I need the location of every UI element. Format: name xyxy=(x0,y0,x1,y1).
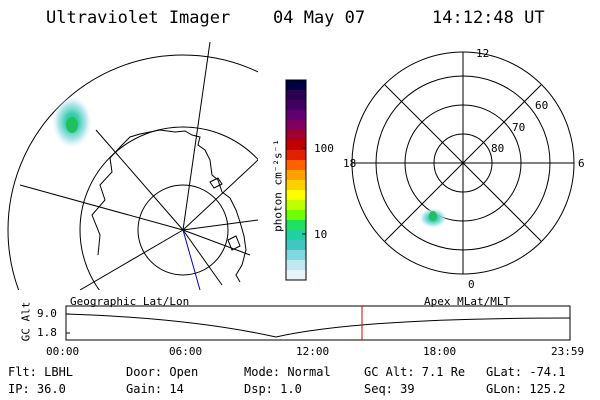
info-seq: Seq: 39 xyxy=(364,382,415,396)
colorbar-segment xyxy=(286,250,306,261)
colorbar-segment xyxy=(286,230,306,241)
timeline-ytick-low: 1.8 xyxy=(37,326,57,339)
lat-circle-mid xyxy=(79,126,258,290)
lat-label-70: 70 xyxy=(512,121,526,134)
altitude-curve xyxy=(65,313,571,338)
colorbar-segment xyxy=(286,270,306,281)
timeline-ytick-high: 9.0 xyxy=(37,307,57,320)
timeline-xtick-1800: 18:00 xyxy=(423,345,457,358)
info-mode: Mode: Normal xyxy=(244,365,331,379)
geographic-map xyxy=(7,42,258,290)
colorbar-segment xyxy=(286,220,306,231)
timeline-xtick-0600: 06:00 xyxy=(169,345,203,358)
info-dsp: Dsp: 1.0 xyxy=(244,382,302,396)
colorbar-segment xyxy=(286,240,306,251)
colorbar-tick-100: 100 xyxy=(314,142,334,155)
info-gain: Gain: 14 xyxy=(126,382,184,396)
antarctic-coastline xyxy=(91,129,247,283)
time-label: 14:12:48 UT xyxy=(432,8,545,28)
colorbar-segment xyxy=(286,190,306,201)
instrument-title: Ultraviolet Imager xyxy=(46,8,231,28)
timeline-ylabel: GC Alt xyxy=(19,301,33,342)
colorbar-segment xyxy=(286,260,306,271)
colorbar-segment xyxy=(286,130,306,141)
timeline-xtick-1200: 12:00 xyxy=(296,345,330,358)
info-glon: GLon: 125.2 xyxy=(486,382,566,396)
lat-label-60: 60 xyxy=(535,99,549,112)
lat-circle-outer xyxy=(7,54,258,290)
colorbar-segment xyxy=(286,210,306,221)
colorbar-segment xyxy=(286,100,306,111)
colorbar-segment xyxy=(286,200,306,211)
mlt-label-18: 18 xyxy=(343,157,357,170)
mlt-label-0: 0 xyxy=(468,278,475,291)
altitude-timeline xyxy=(65,305,571,341)
colorbar-segment xyxy=(286,90,306,101)
lat-label-80: 80 xyxy=(491,142,505,155)
colorbar-unit: photon cm⁻²s⁻¹ xyxy=(271,139,285,232)
colorbar-segment xyxy=(286,140,306,151)
info-filter: Flt: LBHL xyxy=(8,365,74,379)
apex-polar-plot xyxy=(351,51,575,275)
mlt-label-6: 6 xyxy=(578,157,585,170)
timeline-xtick-2359: 23:59 xyxy=(551,345,585,358)
info-door: Door: Open xyxy=(126,365,199,379)
colorbar-segment xyxy=(286,120,306,131)
colorbar-segment xyxy=(286,110,306,121)
left-panel-label: Geographic Lat/Lon xyxy=(70,295,190,308)
right-panel-label: Apex MLat/MLT xyxy=(424,295,511,308)
colorbar-segment xyxy=(286,80,306,91)
timeline-xtick-0000: 00:00 xyxy=(46,345,80,358)
date-label: 04 May 07 xyxy=(273,8,366,28)
colorbar-tick-10: 10 xyxy=(314,228,328,241)
mlt-label-12: 12 xyxy=(476,47,490,60)
colorbar-segment xyxy=(286,160,306,171)
lat-circle-inner xyxy=(137,184,229,276)
colorbar-segment xyxy=(286,150,306,161)
colorbar xyxy=(286,80,306,281)
colorbar-segment xyxy=(286,170,306,181)
info-glat: GLat: -74.1 xyxy=(486,365,566,379)
info-gc-alt: GC Alt: 7.1 Re xyxy=(364,365,466,379)
colorbar-segment xyxy=(286,180,306,191)
info-ip: IP: 36.0 xyxy=(8,382,66,396)
